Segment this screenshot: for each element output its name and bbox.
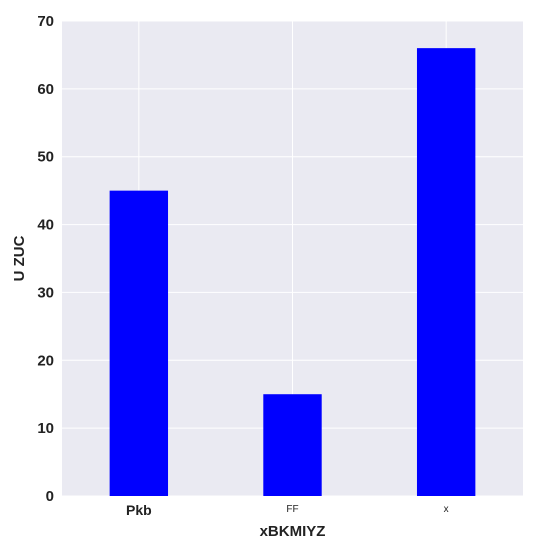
bar-pkb [109, 190, 169, 496]
y-tick-label: 10 [37, 420, 54, 437]
x-tick-label: x [444, 504, 449, 515]
bar-x [416, 48, 476, 497]
y-axis-ticks: 0 10 20 30 40 50 60 70 [37, 13, 54, 505]
x-tick-label: Pkb [126, 502, 152, 518]
bar-ff [263, 394, 322, 496]
y-tick-label: 70 [37, 13, 54, 30]
y-tick-label: 30 [37, 284, 54, 301]
y-axis-label: U ZUC [11, 235, 28, 281]
x-axis-label: xBKMIYZ [260, 523, 326, 540]
y-tick-label: 50 [37, 149, 54, 166]
y-tick-label: 60 [37, 81, 54, 98]
x-axis-ticks: Pkb FF x [126, 502, 449, 518]
y-tick-label: 20 [37, 352, 54, 369]
x-tick-label: FF [286, 504, 298, 515]
bars [109, 48, 476, 497]
y-tick-label: 0 [46, 488, 54, 505]
y-tick-label: 40 [37, 217, 54, 234]
